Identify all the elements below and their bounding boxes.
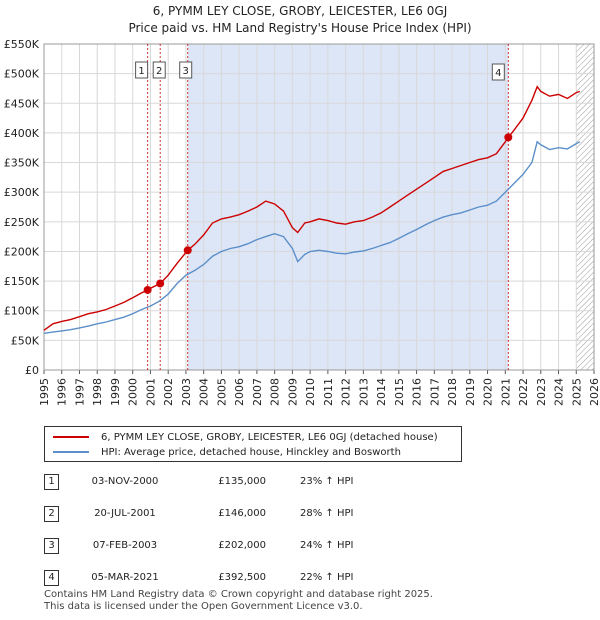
chart-title: 6, PYMM LEY CLOSE, GROBY, LEICESTER, LE6…: [152, 4, 448, 18]
x-tick-label: 2017: [428, 378, 441, 406]
transaction-marker-label: 1: [138, 66, 144, 77]
x-tick-label: 2018: [446, 378, 459, 406]
y-tick-label: £400K: [4, 127, 40, 140]
legend-item-property: 6, PYMM LEY CLOSE, GROBY, LEICESTER, LE6…: [53, 429, 438, 445]
transaction-point: [156, 279, 165, 288]
footer-licence: This data is licensed under the Open Gov…: [44, 601, 363, 612]
transaction-number: 4: [44, 570, 59, 586]
transaction-marker-box: [179, 61, 193, 79]
transaction-marker-box: [135, 61, 149, 79]
x-tick-label: 2019: [464, 378, 477, 406]
footer: Contains HM Land Registry data © Crown c…: [44, 589, 433, 613]
x-tick-label: 2011: [322, 378, 335, 406]
transaction-date: 03-NOV-2000: [91, 476, 159, 487]
x-tick-label: 1999: [109, 378, 122, 406]
transaction-marker-box: [152, 61, 166, 79]
transaction-price: £135,000: [218, 476, 266, 487]
y-tick-label: £500K: [4, 68, 40, 81]
legend-item-hpi: HPI: Average price, detached house, Hinc…: [53, 444, 401, 460]
transaction-price: £392,500: [218, 572, 266, 583]
x-tick-label: 2015: [393, 378, 406, 406]
chart-subtitle: Price paid vs. HM Land Registry's House …: [128, 21, 472, 35]
x-tick-label: 2025: [570, 378, 583, 406]
x-tick-label: 2013: [357, 378, 370, 406]
table-row: 3 07-FEB-2003 £202,000 24% ↑ HPI: [0, 534, 600, 558]
hpi-series-line: [43, 140, 581, 334]
property-series-line: [43, 85, 581, 331]
transaction-point: [183, 246, 192, 255]
x-tick-label: 2026: [588, 378, 600, 406]
y-tick-label: £250K: [4, 216, 40, 229]
table-row: 1 03-NOV-2000 £135,000 23% ↑ HPI: [0, 470, 600, 494]
transaction-number: 2: [44, 506, 59, 522]
x-tick-label: 2021: [499, 378, 512, 406]
legend-label-hpi: HPI: Average price, detached house, Hinc…: [101, 446, 401, 458]
x-tick-label: 2022: [517, 378, 530, 406]
transaction-date: 05-MAR-2021: [91, 572, 159, 583]
x-tick-label: 1998: [91, 378, 104, 406]
x-tick-label: 2016: [411, 378, 424, 406]
ownership-shading: [187, 44, 509, 370]
transaction-marker-label: 2: [156, 66, 162, 77]
y-tick-label: £50K: [11, 334, 40, 347]
x-tick-label: 2005: [215, 378, 228, 406]
x-tick-label: 2024: [553, 378, 566, 406]
x-tick-label: 2001: [144, 378, 157, 406]
price-chart: £0 £50K £100K £150K £200K £250K £300K £350K £400…: [4, 38, 600, 406]
transaction-marker-box: [491, 63, 505, 81]
table-row: 2 20-JUL-2001 £146,000 28% ↑ HPI: [0, 502, 600, 526]
x-tick-label: 2020: [482, 378, 495, 406]
x-tick-label: 2007: [251, 378, 264, 406]
transaction-marker-label: 3: [183, 66, 189, 77]
y-tick-label: £550K: [4, 38, 40, 51]
x-tick-label: 1996: [56, 378, 69, 406]
transaction-date: 20-JUL-2001: [94, 508, 156, 519]
x-tick-label: 1995: [38, 378, 51, 406]
y-tick-label: £200K: [4, 245, 40, 258]
x-tick-label: 2010: [304, 378, 317, 406]
transaction-price: £202,000: [218, 540, 266, 551]
transaction-hpi-change: 24% ↑ HPI: [300, 540, 354, 551]
transaction-number: 3: [44, 538, 59, 554]
y-tick-label: £350K: [4, 157, 40, 170]
x-tick-label: 2003: [180, 378, 193, 406]
legend-label-property: 6, PYMM LEY CLOSE, GROBY, LEICESTER, LE6…: [101, 431, 438, 443]
y-tick-label: £150K: [4, 275, 40, 288]
x-tick-label: 2002: [162, 378, 175, 406]
x-tick-label: 2008: [269, 378, 282, 406]
transaction-price: £146,000: [218, 508, 266, 519]
future-hatch: [576, 44, 594, 370]
y-tick-label: £100K: [4, 305, 40, 318]
footer-copyright: Contains HM Land Registry data © Crown c…: [44, 589, 433, 600]
plot-frame: [43, 43, 595, 371]
transaction-marker-label: 4: [495, 68, 501, 79]
x-tick-label: 1997: [73, 378, 86, 406]
x-tick-label: 2023: [535, 378, 548, 406]
transaction-hpi-change: 28% ↑ HPI: [300, 508, 354, 519]
y-tick-label: £0: [25, 364, 39, 377]
transaction-number: 1: [44, 474, 59, 490]
x-tick-label: 2000: [127, 378, 140, 406]
legend-swatch-hpi: [53, 451, 89, 453]
x-tick-label: 2009: [286, 378, 299, 406]
transaction-point: [143, 285, 152, 294]
transaction-hpi-change: 23% ↑ HPI: [300, 476, 354, 487]
x-tick-label: 2014: [375, 378, 388, 406]
x-tick-label: 2004: [198, 378, 211, 406]
transaction-point: [504, 133, 513, 142]
x-tick-label: 2012: [340, 378, 353, 406]
x-tick-label: 2006: [233, 378, 246, 406]
y-tick-label: £450K: [4, 97, 40, 110]
table-row: 4 05-MAR-2021 £392,500 22% ↑ HPI: [0, 566, 600, 590]
y-tick-label: £300K: [4, 186, 40, 199]
legend-swatch-property: [53, 436, 89, 438]
transaction-hpi-change: 22% ↑ HPI: [300, 572, 354, 583]
chart-legend: 6, PYMM LEY CLOSE, GROBY, LEICESTER, LE6…: [44, 426, 462, 462]
transaction-date: 07-FEB-2003: [92, 540, 158, 551]
